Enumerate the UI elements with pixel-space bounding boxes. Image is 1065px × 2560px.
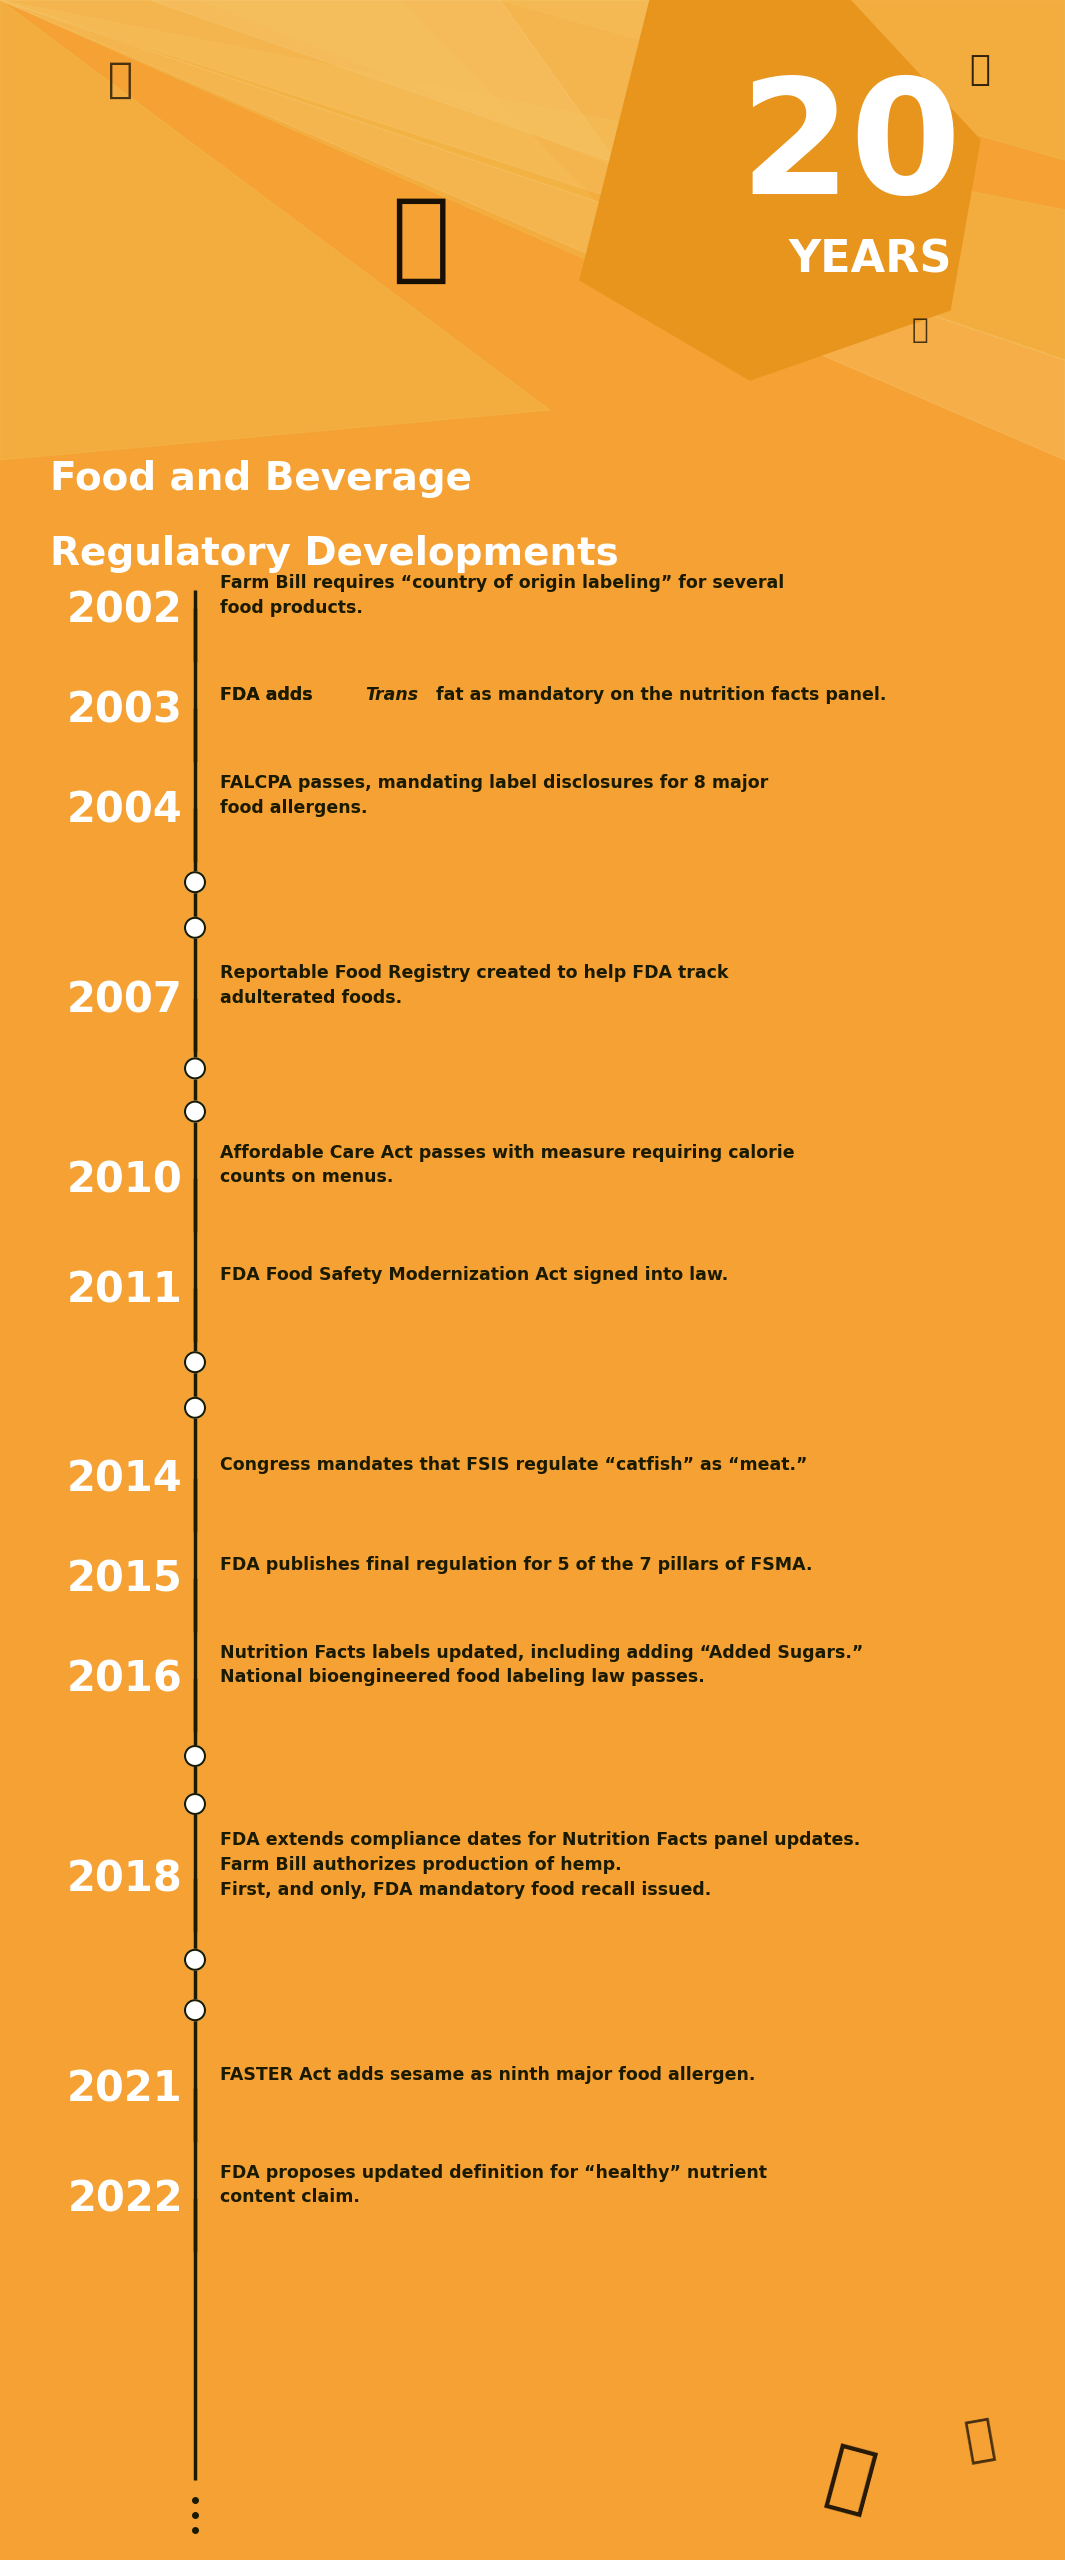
Text: 2018: 2018 — [67, 1859, 183, 1902]
Circle shape — [185, 873, 204, 893]
Text: FASTER Act adds sesame as ninth major food allergen.: FASTER Act adds sesame as ninth major fo… — [220, 2066, 755, 2084]
Polygon shape — [0, 0, 550, 461]
Text: 🌾: 🌾 — [962, 2414, 999, 2465]
Polygon shape — [200, 0, 850, 261]
Polygon shape — [0, 0, 650, 210]
Text: FDA adds: FDA adds — [220, 686, 318, 704]
Circle shape — [185, 1795, 204, 1815]
Text: fat as mandatory on the nutrition facts panel.: fat as mandatory on the nutrition facts … — [430, 686, 886, 704]
Polygon shape — [0, 0, 1065, 361]
Text: FDA adds: FDA adds — [220, 686, 318, 704]
Text: Regulatory Developments: Regulatory Developments — [50, 535, 619, 573]
Text: FDA extends compliance dates for Nutrition Facts panel updates.
Farm Bill author: FDA extends compliance dates for Nutriti… — [220, 1830, 861, 1900]
Polygon shape — [0, 0, 700, 310]
Text: 🌾: 🌾 — [391, 195, 449, 287]
Circle shape — [185, 1999, 204, 2020]
Text: 🌾: 🌾 — [912, 315, 929, 343]
Text: 2010: 2010 — [67, 1160, 183, 1201]
Text: Trans: Trans — [365, 686, 419, 704]
Polygon shape — [0, 0, 1065, 461]
Text: 2002: 2002 — [67, 589, 183, 630]
Text: 2022: 2022 — [67, 2179, 183, 2222]
Text: Food and Beverage: Food and Beverage — [50, 461, 472, 499]
Text: FDA adds: FDA adds — [220, 686, 318, 704]
Text: 🌾: 🌾 — [969, 54, 990, 87]
Text: 20: 20 — [739, 72, 961, 228]
Text: YEARS: YEARS — [788, 238, 952, 282]
Text: FDA proposes updated definition for “healthy” nutrient
content claim.: FDA proposes updated definition for “hea… — [220, 2163, 767, 2207]
Circle shape — [185, 1057, 204, 1078]
Text: Congress mandates that FSIS regulate “catfish” as “meat.”: Congress mandates that FSIS regulate “ca… — [220, 1457, 807, 1475]
Text: Farm Bill requires “country of origin labeling” for several
food products.: Farm Bill requires “country of origin la… — [220, 573, 784, 617]
Text: 2011: 2011 — [67, 1270, 183, 1311]
Text: 2015: 2015 — [67, 1559, 183, 1600]
Polygon shape — [150, 0, 950, 279]
Circle shape — [185, 919, 204, 937]
Text: 2014: 2014 — [67, 1459, 183, 1500]
Text: Affordable Care Act passes with measure requiring calorie
counts on menus.: Affordable Care Act passes with measure … — [220, 1144, 794, 1185]
Text: FALCPA passes, mandating label disclosures for 8 major
food allergens.: FALCPA passes, mandating label disclosur… — [220, 773, 768, 817]
Text: FDA publishes final regulation for 5 of the 7 pillars of FSMA.: FDA publishes final regulation for 5 of … — [220, 1556, 813, 1574]
Polygon shape — [499, 0, 1065, 161]
Text: 🌾: 🌾 — [818, 2437, 882, 2522]
Text: FDA Food Safety Modernization Act signed into law.: FDA Food Safety Modernization Act signed… — [220, 1267, 728, 1285]
Text: Reportable Food Registry created to help FDA track
adulterated foods.: Reportable Food Registry created to help… — [220, 963, 728, 1006]
Text: 2021: 2021 — [67, 2068, 183, 2112]
Text: Nutrition Facts labels updated, including adding “Added Sugars.”
National bioeng: Nutrition Facts labels updated, includin… — [220, 1644, 864, 1687]
Text: 2016: 2016 — [67, 1659, 183, 1700]
Circle shape — [185, 1746, 204, 1766]
Text: 2007: 2007 — [67, 978, 183, 1021]
Circle shape — [185, 1951, 204, 1969]
Polygon shape — [580, 0, 980, 379]
Circle shape — [185, 1398, 204, 1418]
Text: 2004: 2004 — [67, 788, 183, 832]
Text: 2003: 2003 — [67, 689, 183, 732]
Circle shape — [185, 1352, 204, 1372]
Text: 🌾: 🌾 — [108, 59, 132, 100]
Circle shape — [185, 1101, 204, 1121]
